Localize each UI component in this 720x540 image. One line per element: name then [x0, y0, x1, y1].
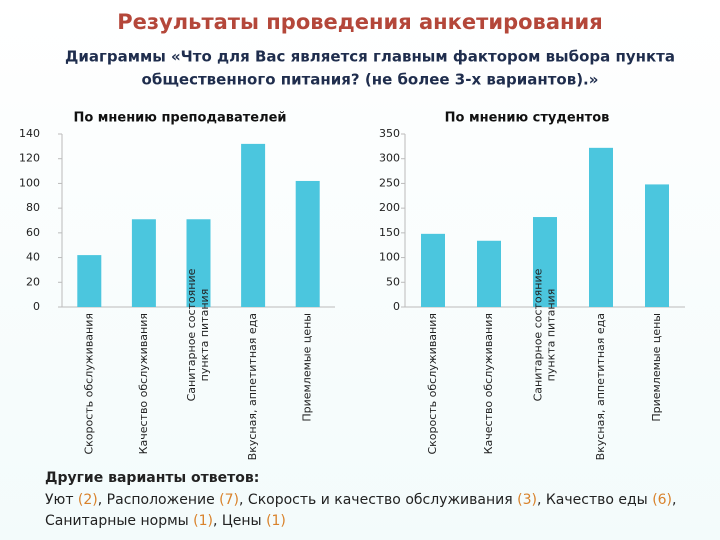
other-heading: Другие варианты ответов:	[45, 470, 259, 486]
y-tick-label: 200	[379, 201, 400, 214]
y-tick-label: 350	[379, 127, 400, 140]
answer-count: (1)	[193, 513, 213, 529]
y-tick-label: 100	[19, 176, 40, 189]
y-tick-label: 60	[26, 226, 40, 239]
x-tick-label: Приемлемые цены	[301, 313, 314, 422]
bar	[421, 233, 445, 307]
answer-count: (2)	[78, 492, 98, 508]
other-line: Уют (2), Расположение (7), Скорость и ка…	[45, 492, 676, 508]
x-tick-label: Качество обслуживания	[482, 313, 495, 454]
answer-label: Цены	[222, 513, 266, 529]
x-tick-label: Скорость обслуживания	[82, 313, 95, 455]
y-tick-label: 250	[379, 176, 400, 189]
separator: ,	[672, 492, 676, 508]
x-tick-label: Вкусная, аппетитная еда	[246, 313, 259, 460]
x-tick-label: Вкусная, аппетитная еда	[594, 313, 607, 460]
answer-count: (6)	[652, 492, 672, 508]
y-tick-label: 0	[393, 300, 400, 313]
y-tick-label: 300	[379, 152, 400, 165]
separator: ,	[213, 513, 222, 529]
answer-label: Качество еды	[546, 492, 652, 508]
separator: ,	[239, 492, 248, 508]
chart-title: По мнению преподавателей	[73, 111, 286, 126]
separator: ,	[98, 492, 107, 508]
answer-label: Уют	[45, 492, 78, 508]
bar	[295, 180, 320, 307]
y-tick-label: 40	[26, 251, 40, 264]
slide-subtitle: Диаграммы «Что для Вас является главным …	[65, 48, 675, 66]
answer-count: (3)	[517, 492, 537, 508]
answer-count: (1)	[266, 513, 286, 529]
separator: ,	[537, 492, 546, 508]
y-tick-label: 80	[26, 201, 40, 214]
answer-label: Санитарные нормы	[45, 513, 193, 529]
chart-title: По мнению студентов	[445, 111, 610, 126]
y-tick-label: 100	[379, 251, 400, 264]
bar	[241, 143, 266, 307]
bar	[186, 219, 211, 307]
bar	[589, 147, 613, 307]
y-tick-label: 20	[26, 275, 40, 288]
slide-subtitle: общественного питания? (не более 3-х вар…	[142, 71, 599, 89]
y-tick-label: 150	[379, 226, 400, 239]
bar	[131, 219, 156, 307]
y-tick-label: 120	[19, 152, 40, 165]
bar	[77, 255, 102, 307]
y-tick-label: 0	[33, 300, 40, 313]
x-tick-label: Санитарное состояниепункта питания	[185, 268, 211, 401]
other-line: Санитарные нормы (1), Цены (1)	[45, 513, 286, 529]
bar	[533, 217, 557, 307]
answer-label: Расположение	[107, 492, 220, 508]
bar	[645, 184, 669, 307]
answer-label: Скорость и качество обслуживания	[248, 492, 517, 508]
y-tick-label: 140	[19, 127, 40, 140]
slide-title: Результаты проведения анкетирования	[117, 10, 602, 34]
bar	[477, 240, 501, 307]
answer-count: (7)	[219, 492, 239, 508]
x-tick-label: Санитарное состояниепункта питания	[532, 268, 558, 401]
y-tick-label: 50	[386, 275, 400, 288]
x-tick-label: Скорость обслуживания	[426, 313, 439, 455]
x-tick-label: Приемлемые цены	[650, 313, 663, 422]
x-tick-label: Качество обслуживания	[137, 313, 150, 454]
